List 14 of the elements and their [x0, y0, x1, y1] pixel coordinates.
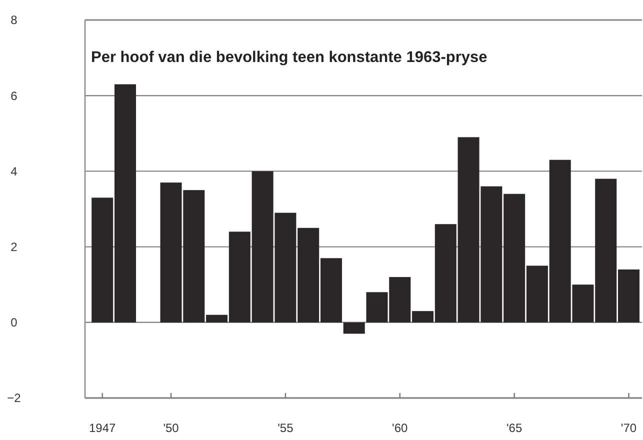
- y-tick-label: 6: [10, 88, 18, 103]
- y-tick-label: −2: [7, 391, 22, 406]
- x-tick-label: '65: [506, 421, 522, 435]
- x-tick-label: 1947: [89, 421, 116, 435]
- y-tick-label: 2: [10, 240, 18, 254]
- y-tick-label: 8: [10, 13, 18, 28]
- text: Per hoof van die bevolking teen konstante 1963-pryse: [91, 49, 488, 66]
- x-tick-label: '70: [620, 421, 637, 435]
- x-tick-label: '60: [392, 421, 408, 435]
- x-tick-label: '55: [278, 421, 294, 435]
- y-tick-label: 0: [10, 316, 18, 330]
- bar: [343, 322, 365, 334]
- y-tick-label: 4: [10, 164, 18, 178]
- x-tick-label: '50: [163, 421, 180, 435]
